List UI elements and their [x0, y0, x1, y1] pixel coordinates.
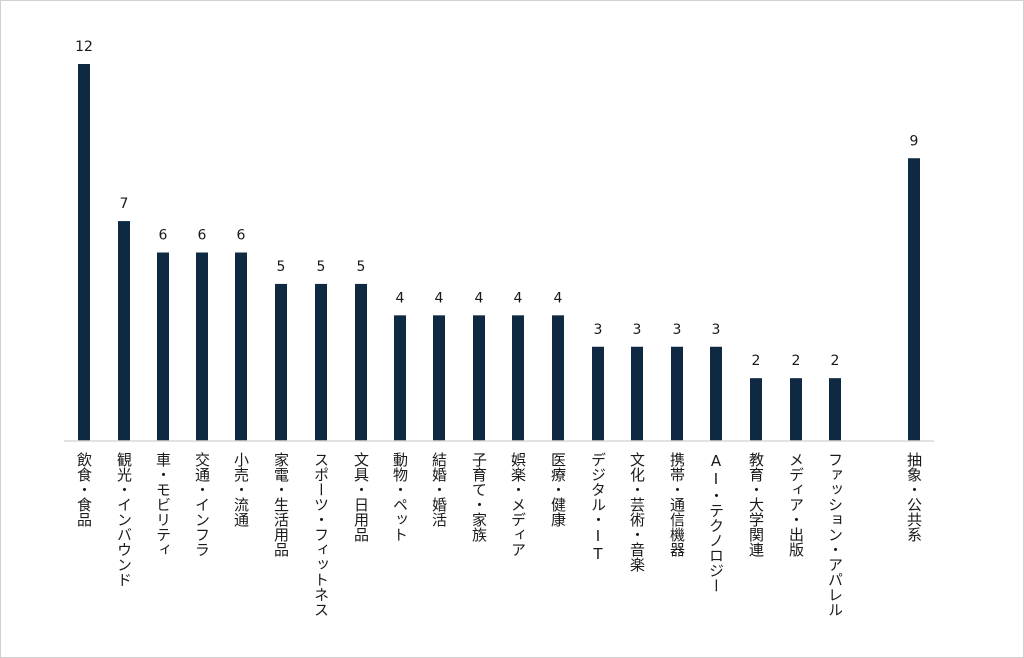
- category-label: AI・テクノロジー: [707, 452, 725, 593]
- category-label: 抽象・公共系: [905, 452, 923, 542]
- category-label: 娯楽・メディア: [509, 452, 527, 557]
- category-label: 結婚・婚活: [430, 452, 448, 527]
- bar: [592, 346, 604, 441]
- bar: [196, 252, 208, 441]
- data-label: 3: [712, 322, 721, 338]
- data-label: 9: [910, 133, 919, 149]
- bar: [552, 315, 564, 441]
- data-label: 12: [75, 39, 93, 55]
- bar: [710, 346, 722, 441]
- data-label: 4: [396, 290, 405, 306]
- bar: [671, 346, 683, 441]
- category-label: 医療・健康: [549, 452, 567, 527]
- category-label: スポーツ・フィットネス: [312, 452, 330, 617]
- category-label: 文化・芸術・音楽: [628, 452, 646, 572]
- category-label: 車・モビリティ: [154, 452, 172, 557]
- bar: [908, 158, 920, 441]
- category-label: 交通・インフラ: [193, 451, 211, 557]
- bar: [433, 315, 445, 441]
- bar: [78, 64, 90, 441]
- category-label: 子育て・家族: [470, 452, 488, 543]
- category-label: 飲食・食品: [75, 452, 93, 527]
- bar: [394, 315, 406, 441]
- data-label: 2: [831, 353, 840, 369]
- bar: [512, 315, 524, 441]
- bar: [829, 378, 841, 441]
- bar: [473, 315, 485, 441]
- category-label: 携帯・通信機器: [668, 452, 686, 557]
- category-label: 観光・インバウンド: [115, 452, 133, 587]
- bar: [631, 346, 643, 441]
- data-label: 3: [673, 322, 682, 338]
- category-label: 家電・生活用品: [272, 452, 290, 557]
- bar: [118, 221, 130, 441]
- category-label: 教育・大学関連: [747, 452, 765, 558]
- bar: [275, 283, 287, 441]
- data-label: 4: [514, 290, 523, 306]
- bar: [315, 283, 327, 441]
- data-label: 4: [554, 290, 563, 306]
- value-labels-group: 12 7 6 6 6 5 5 5 4 4 4 4 4 3 3 3 3 2 2 2 9: [75, 39, 918, 369]
- category-label: 小売・流通: [232, 452, 250, 527]
- data-label: 5: [357, 259, 366, 275]
- data-label: 2: [752, 353, 761, 369]
- data-label: 4: [435, 290, 444, 306]
- data-label: 3: [633, 322, 642, 338]
- data-label: 6: [159, 228, 168, 244]
- data-label: 2: [792, 353, 801, 369]
- bars-group: [78, 64, 920, 441]
- category-labels-group: 飲食・食品 観光・インバウンド 車・モビリティ 交通・インフラ 小売・流通 家電・生活用品…: [75, 451, 923, 617]
- bar: [790, 378, 802, 441]
- category-label: デジタル・IT: [589, 452, 607, 563]
- data-label: 7: [120, 196, 129, 212]
- data-label: 4: [475, 290, 484, 306]
- category-label: 文具・日用品: [352, 452, 370, 542]
- bar: [750, 378, 762, 441]
- data-label: 6: [237, 228, 246, 244]
- data-label: 6: [198, 228, 207, 244]
- bar: [157, 252, 169, 441]
- data-label: 5: [277, 259, 286, 275]
- category-label: 動物・ペット: [391, 452, 409, 542]
- bar: [355, 283, 367, 441]
- category-label: メディア・出版: [787, 452, 805, 558]
- data-label: 3: [594, 322, 603, 338]
- bar: [235, 252, 247, 441]
- category-label: ファッション・アパレル: [826, 452, 844, 617]
- data-label: 5: [317, 259, 326, 275]
